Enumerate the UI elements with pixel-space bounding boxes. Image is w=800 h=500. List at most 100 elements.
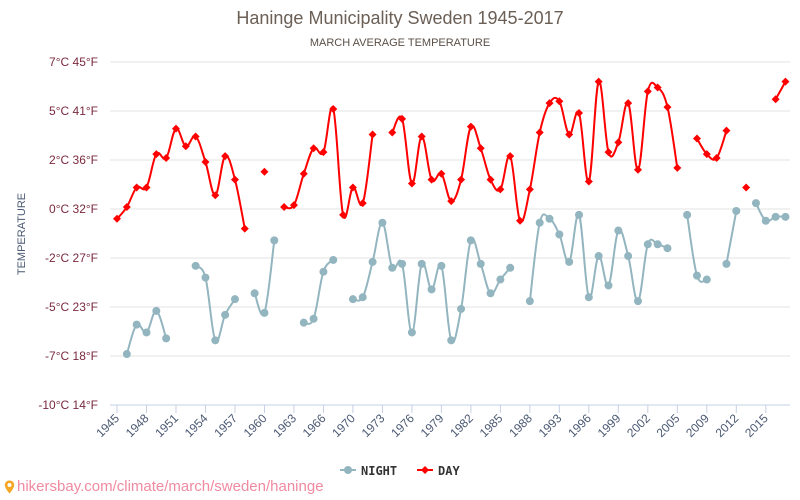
data-point-day-1993[interactable]	[555, 97, 564, 106]
data-point-night-1961[interactable]	[270, 236, 279, 245]
data-point-night-1979[interactable]	[437, 261, 446, 270]
data-point-night-2011[interactable]	[722, 259, 731, 268]
data-point-night-1995[interactable]	[575, 210, 584, 219]
data-point-day-1964[interactable]	[299, 169, 308, 178]
data-point-day-1971[interactable]	[358, 199, 367, 208]
data-point-day-1999[interactable]	[614, 138, 623, 147]
data-point-day-1949[interactable]	[152, 150, 161, 159]
data-point-day-2007[interactable]	[692, 134, 701, 143]
data-point-night-2015[interactable]	[761, 216, 770, 225]
data-point-night-1965[interactable]	[309, 314, 318, 323]
data-point-night-1956[interactable]	[221, 310, 230, 319]
data-point-night-1981[interactable]	[457, 304, 466, 313]
data-point-day-2017[interactable]	[781, 77, 790, 86]
data-point-night-2017[interactable]	[781, 212, 790, 221]
data-point-night-1976[interactable]	[407, 328, 416, 337]
source-link[interactable]: hikersbay.com/climate/march/sweden/hanin…	[4, 478, 324, 495]
data-point-night-1954[interactable]	[201, 273, 210, 282]
data-point-night-1953[interactable]	[191, 261, 200, 270]
data-point-day-1975[interactable]	[398, 114, 407, 123]
data-point-night-1986[interactable]	[506, 263, 515, 272]
data-point-night-1993[interactable]	[555, 230, 564, 239]
data-point-day-1984[interactable]	[486, 175, 495, 184]
data-point-night-2001[interactable]	[633, 297, 642, 306]
data-point-day-1978[interactable]	[427, 175, 436, 184]
data-point-night-1972[interactable]	[368, 257, 377, 266]
data-point-day-1965[interactable]	[309, 144, 318, 153]
data-point-day-2004[interactable]	[663, 103, 672, 112]
data-point-night-1971[interactable]	[358, 293, 367, 302]
data-point-day-2005[interactable]	[673, 163, 682, 172]
data-point-night-2003[interactable]	[653, 240, 662, 249]
data-point-day-1998[interactable]	[604, 148, 613, 157]
data-point-day-1950[interactable]	[162, 154, 171, 163]
data-point-night-1990[interactable]	[545, 214, 554, 223]
data-point-day-1994[interactable]	[565, 130, 574, 139]
data-point-day-1988[interactable]	[525, 185, 534, 194]
data-point-day-2016[interactable]	[771, 95, 780, 104]
data-point-day-1981[interactable]	[457, 175, 466, 184]
data-point-day-1983[interactable]	[476, 144, 485, 153]
data-point-night-1973[interactable]	[378, 218, 387, 227]
data-point-night-1989[interactable]	[535, 218, 544, 227]
data-point-night-1974[interactable]	[388, 263, 397, 272]
legend-item-day[interactable]: DAY	[417, 464, 460, 478]
data-point-night-2004[interactable]	[663, 244, 672, 253]
data-point-night-1994[interactable]	[565, 257, 574, 266]
data-point-night-1959[interactable]	[250, 289, 259, 298]
data-point-day-2009[interactable]	[702, 150, 711, 159]
data-point-night-1980[interactable]	[447, 336, 456, 345]
data-point-day-2010[interactable]	[712, 154, 721, 163]
data-point-night-1950[interactable]	[162, 334, 171, 343]
data-point-night-1997[interactable]	[594, 252, 603, 261]
data-point-day-1996[interactable]	[584, 177, 593, 186]
data-point-day-1982[interactable]	[466, 122, 475, 131]
data-point-night-2012[interactable]	[732, 206, 741, 215]
data-point-night-1948[interactable]	[142, 328, 151, 337]
data-point-day-2001[interactable]	[633, 165, 642, 174]
data-point-night-2002[interactable]	[643, 240, 652, 249]
data-point-day-1966[interactable]	[319, 148, 328, 157]
data-point-night-1998[interactable]	[604, 281, 613, 290]
data-point-day-1980[interactable]	[447, 197, 456, 206]
data-point-night-1982[interactable]	[466, 236, 475, 245]
data-point-night-2000[interactable]	[624, 252, 633, 261]
data-point-night-1977[interactable]	[417, 259, 426, 268]
data-point-day-1946[interactable]	[122, 203, 131, 212]
data-point-day-2000[interactable]	[624, 99, 633, 108]
data-point-night-1957[interactable]	[230, 295, 239, 304]
data-point-day-1987[interactable]	[516, 216, 525, 225]
data-point-day-1970[interactable]	[348, 183, 357, 192]
data-point-night-1966[interactable]	[319, 267, 328, 276]
data-point-day-1962[interactable]	[280, 203, 289, 212]
data-point-night-1946[interactable]	[122, 350, 131, 359]
data-point-night-1985[interactable]	[496, 275, 505, 284]
data-point-day-1977[interactable]	[417, 132, 426, 141]
data-point-day-1989[interactable]	[535, 128, 544, 137]
data-point-day-1954[interactable]	[201, 157, 210, 166]
data-point-night-2014[interactable]	[751, 199, 760, 208]
data-point-day-2002[interactable]	[643, 87, 652, 96]
data-point-night-1947[interactable]	[132, 320, 141, 329]
data-point-night-1964[interactable]	[299, 318, 308, 327]
data-point-night-2007[interactable]	[692, 271, 701, 280]
data-point-day-1968[interactable]	[339, 210, 348, 219]
data-point-day-1976[interactable]	[407, 179, 416, 188]
data-point-night-1984[interactable]	[486, 289, 495, 298]
data-point-day-1955[interactable]	[211, 191, 220, 200]
data-point-day-1997[interactable]	[594, 77, 603, 86]
data-point-night-1978[interactable]	[427, 285, 436, 294]
data-point-night-1970[interactable]	[348, 295, 357, 304]
data-point-day-1958[interactable]	[240, 224, 249, 233]
data-point-day-1960[interactable]	[260, 167, 269, 176]
data-point-day-1947[interactable]	[132, 183, 141, 192]
data-point-day-1985[interactable]	[496, 185, 505, 194]
data-point-night-1983[interactable]	[476, 259, 485, 268]
data-point-day-2003[interactable]	[653, 83, 662, 92]
data-point-night-1996[interactable]	[584, 293, 593, 302]
data-point-day-1979[interactable]	[437, 169, 446, 178]
data-point-night-1988[interactable]	[525, 297, 534, 306]
data-point-night-1949[interactable]	[152, 306, 161, 315]
legend-item-night[interactable]: NIGHT	[340, 464, 397, 478]
data-point-night-1975[interactable]	[398, 259, 407, 268]
